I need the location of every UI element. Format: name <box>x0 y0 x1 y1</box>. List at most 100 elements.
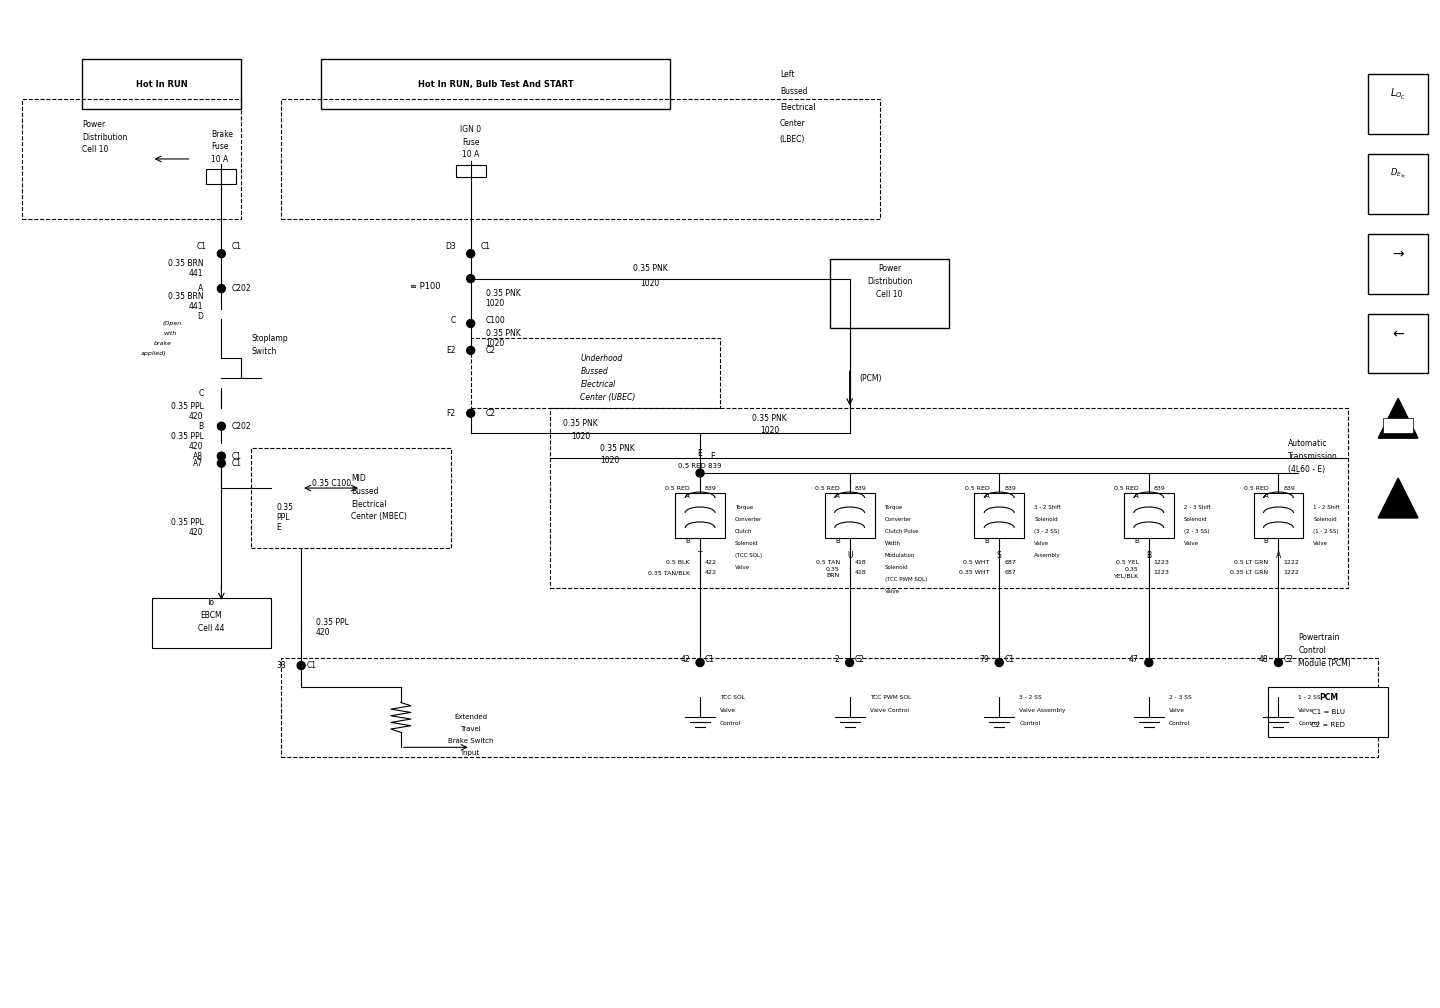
Text: A: A <box>685 493 690 499</box>
Circle shape <box>217 422 226 430</box>
Circle shape <box>297 661 305 669</box>
Text: 10 A: 10 A <box>212 155 229 164</box>
Text: 420: 420 <box>189 411 203 420</box>
Text: Bussed: Bussed <box>780 87 808 96</box>
Text: C: C <box>451 316 455 325</box>
Text: Transmission: Transmission <box>1289 452 1338 461</box>
Text: Control: Control <box>1299 646 1326 655</box>
Text: 420: 420 <box>317 628 331 637</box>
Text: (2 - 3 SS): (2 - 3 SS) <box>1184 529 1210 534</box>
Text: 0.35 PPL: 0.35 PPL <box>170 518 203 527</box>
Text: B: B <box>199 421 203 430</box>
Text: Valve Control: Valve Control <box>870 708 909 713</box>
Text: 1020: 1020 <box>485 339 505 348</box>
Text: Fuse: Fuse <box>462 137 480 146</box>
Text: 0.35 PNK: 0.35 PNK <box>632 264 668 273</box>
Text: 0.5 BLK: 0.5 BLK <box>667 560 690 565</box>
Text: 687: 687 <box>1004 560 1017 565</box>
Text: C1: C1 <box>232 459 242 468</box>
Text: $L_{O_C}$: $L_{O_C}$ <box>1390 87 1407 102</box>
Text: PPL: PPL <box>276 513 289 522</box>
Text: 1 - 2 Shift: 1 - 2 Shift <box>1313 505 1341 510</box>
Text: (1 - 2 SS): (1 - 2 SS) <box>1313 529 1339 534</box>
Circle shape <box>217 250 226 258</box>
Polygon shape <box>151 598 271 647</box>
Text: Electrical: Electrical <box>780 103 815 112</box>
Text: A: A <box>1135 493 1139 499</box>
Text: Brake Switch: Brake Switch <box>448 738 494 744</box>
Text: C100: C100 <box>485 316 505 325</box>
Text: Center: Center <box>780 119 805 128</box>
Text: C1 = BLU: C1 = BLU <box>1312 710 1345 716</box>
Circle shape <box>467 409 475 417</box>
Text: 0.35 LT GRN: 0.35 LT GRN <box>1230 571 1269 576</box>
Text: Distribution: Distribution <box>867 277 912 286</box>
Circle shape <box>845 658 854 666</box>
Text: C202: C202 <box>232 421 251 430</box>
Text: Valve: Valve <box>734 565 750 571</box>
Text: 839: 839 <box>1153 486 1165 491</box>
Text: Power: Power <box>82 120 105 129</box>
Text: D: D <box>197 312 203 321</box>
Text: 0.35 TAN/BLK: 0.35 TAN/BLK <box>648 571 690 576</box>
Text: (4L60 - E): (4L60 - E) <box>1289 465 1326 474</box>
Circle shape <box>467 250 475 258</box>
Text: 0.5 RED: 0.5 RED <box>815 486 840 491</box>
Text: Control: Control <box>1299 721 1319 726</box>
Text: 1020: 1020 <box>485 299 505 308</box>
Circle shape <box>1274 658 1283 666</box>
Polygon shape <box>455 165 485 176</box>
Text: A7: A7 <box>193 459 203 468</box>
Text: 47: 47 <box>1129 655 1139 664</box>
Text: 839: 839 <box>1004 486 1017 491</box>
Text: Valve: Valve <box>1034 541 1050 546</box>
Text: Cell 44: Cell 44 <box>199 624 225 633</box>
Text: 2: 2 <box>835 655 840 664</box>
Text: Assembly: Assembly <box>1034 553 1061 558</box>
Text: B: B <box>985 538 989 544</box>
Text: 0.35 BRN: 0.35 BRN <box>168 259 203 268</box>
Text: 441: 441 <box>189 302 203 311</box>
Polygon shape <box>1123 493 1174 538</box>
Text: 2 - 3 Shift: 2 - 3 Shift <box>1184 505 1211 510</box>
Circle shape <box>995 658 1004 666</box>
Text: Bussed: Bussed <box>580 367 608 376</box>
Text: B: B <box>685 538 690 544</box>
Text: 687: 687 <box>1004 571 1017 576</box>
Polygon shape <box>1368 313 1428 373</box>
Text: 418: 418 <box>854 571 867 576</box>
Text: D3: D3 <box>445 242 455 251</box>
Text: C: C <box>199 389 203 398</box>
Text: 422: 422 <box>706 560 717 565</box>
Text: 839: 839 <box>854 486 867 491</box>
Text: (TCC SOL): (TCC SOL) <box>734 553 762 558</box>
Polygon shape <box>829 259 949 329</box>
Text: 0.35 PNK: 0.35 PNK <box>753 413 788 422</box>
Text: Cell 10: Cell 10 <box>877 290 903 299</box>
Text: C2: C2 <box>485 409 495 417</box>
Text: 0.35 PNK: 0.35 PNK <box>563 418 598 427</box>
Text: TCC PWM SOL: TCC PWM SOL <box>870 695 912 700</box>
Circle shape <box>217 284 226 292</box>
Text: $\rightarrow$: $\rightarrow$ <box>1391 247 1405 261</box>
Text: C1: C1 <box>1004 655 1014 664</box>
Text: $\leftarrow$: $\leftarrow$ <box>1391 327 1405 341</box>
Text: 0.5 WHT: 0.5 WHT <box>963 560 989 565</box>
Text: 0.35
YEL/BLK: 0.35 YEL/BLK <box>1113 568 1139 579</box>
Text: Torque: Torque <box>734 505 753 510</box>
Text: 420: 420 <box>189 442 203 451</box>
Text: Width: Width <box>884 541 900 546</box>
Text: ≡ P100: ≡ P100 <box>410 282 441 291</box>
Polygon shape <box>206 169 236 183</box>
Text: Cell 10: Cell 10 <box>82 145 108 154</box>
Text: T: T <box>698 551 703 560</box>
Text: A: A <box>835 493 840 499</box>
Text: C1: C1 <box>307 661 317 670</box>
Text: Input: Input <box>462 750 480 756</box>
Polygon shape <box>321 59 670 109</box>
Text: 1020: 1020 <box>600 456 619 465</box>
Text: Solenoid: Solenoid <box>1184 517 1207 522</box>
Text: 0.35 PNK: 0.35 PNK <box>600 444 635 453</box>
Text: 441: 441 <box>189 269 203 278</box>
Text: Switch: Switch <box>252 347 276 356</box>
